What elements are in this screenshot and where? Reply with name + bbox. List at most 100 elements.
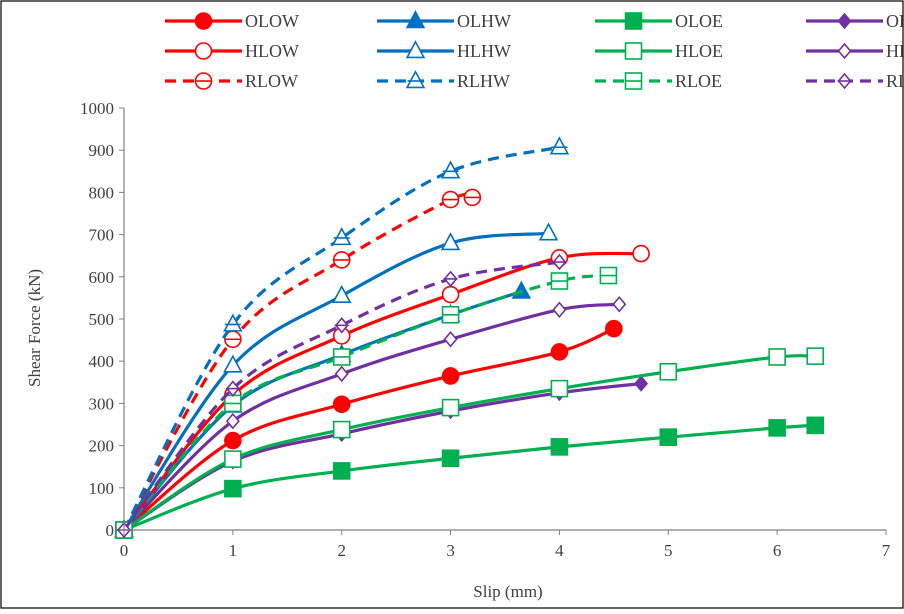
- x-tick-label: 1: [229, 541, 238, 560]
- x-tick-label: 4: [555, 541, 564, 560]
- legend-item: RLHW: [377, 70, 510, 91]
- data-point: [334, 365, 349, 383]
- data-point: [659, 428, 678, 446]
- plot-layer: [114, 136, 825, 539]
- legend-marker: [624, 12, 643, 30]
- data-point: [550, 438, 569, 456]
- axis-layer: 0 100 200 300 400 500 600 700 800 900 1000 0 1 2 3 4 5 6 7: [80, 99, 891, 560]
- data-point: [223, 313, 243, 332]
- legend-item: OLOW: [165, 11, 299, 31]
- legend-item: HLHW: [377, 40, 511, 61]
- series-line-rloe: [122, 273, 609, 532]
- legend-marker: [194, 42, 213, 60]
- legend: OLOW OLHW OLOE OLHE HLOW HLHW HLOE HLHE RLOW RLHW…: [165, 10, 904, 91]
- series-line-rlow: [122, 192, 473, 531]
- legend-label: OLHE: [886, 11, 904, 31]
- data-point: [768, 348, 786, 366]
- data-point: [806, 347, 825, 365]
- legend-marker: [405, 10, 426, 29]
- legend-item: HLHE: [806, 41, 904, 61]
- data-point: [332, 420, 351, 439]
- data-point: [441, 285, 460, 304]
- data-point: [441, 449, 460, 468]
- data-point: [441, 398, 460, 417]
- series-line-hlhw: [122, 231, 549, 531]
- series-hloe: [115, 347, 825, 539]
- y-tick-label: 500: [89, 310, 115, 329]
- legend-marker: [405, 40, 426, 59]
- data-point: [332, 395, 351, 414]
- data-point: [549, 136, 570, 155]
- legend-label: HLHW: [457, 41, 511, 61]
- data-point: [806, 416, 825, 435]
- series-line-rlhw: [122, 145, 560, 531]
- legend-item: RLOE: [595, 71, 722, 91]
- legend-label: RLHE: [886, 71, 904, 91]
- y-tick-label: 400: [89, 352, 115, 371]
- y-tick-label: 200: [89, 437, 115, 456]
- data-point: [331, 227, 352, 246]
- data-point: [634, 375, 649, 392]
- legend-label: HLOW: [245, 41, 299, 61]
- y-tick-label: 800: [89, 183, 115, 202]
- y-tick-label: 1000: [80, 99, 114, 118]
- legend-label: RLHW: [457, 71, 510, 91]
- x-tick-label: 5: [664, 541, 673, 560]
- y-tick-label: 100: [89, 479, 115, 498]
- y-tick-label: 700: [89, 226, 115, 245]
- legend-label: OLHW: [457, 11, 511, 31]
- data-point: [612, 295, 627, 313]
- legend-item: RLHE: [806, 71, 904, 91]
- legend-label: HLOE: [675, 41, 723, 61]
- legend-item: OLHE: [806, 11, 904, 31]
- legend-label: OLOW: [245, 11, 299, 31]
- data-point: [223, 354, 243, 373]
- series-olow: [115, 319, 623, 539]
- x-axis-title: Slip (mm): [473, 582, 542, 601]
- data-point: [224, 431, 242, 450]
- x-tick-label: 3: [446, 541, 455, 560]
- data-point: [443, 331, 458, 348]
- data-point: [659, 362, 678, 381]
- data-point: [550, 343, 569, 361]
- data-point: [441, 367, 460, 385]
- data-point: [550, 379, 569, 398]
- legend-item: HLOE: [595, 41, 723, 61]
- legend-label: HLHE: [886, 41, 904, 61]
- legend-label: OLOE: [675, 11, 723, 31]
- legend-item: HLOW: [165, 41, 299, 61]
- legend-marker: [194, 12, 213, 30]
- legend-marker: [837, 12, 852, 30]
- y-tick-label: 300: [89, 394, 115, 413]
- data-point: [768, 419, 786, 437]
- data-point: [538, 222, 559, 241]
- data-point: [224, 479, 242, 498]
- data-point: [331, 284, 352, 303]
- series-line-rlhe: [122, 260, 560, 531]
- legend-marker: [405, 70, 426, 89]
- x-tick-label: 7: [882, 541, 891, 560]
- x-tick-label: 0: [120, 541, 129, 560]
- data-point: [225, 412, 240, 430]
- x-tick-label: 6: [773, 541, 782, 560]
- legend-item: OLOE: [595, 11, 723, 31]
- legend-label: RLOE: [675, 71, 722, 91]
- legend-label: RLOW: [245, 71, 298, 91]
- legend-marker: [837, 42, 852, 60]
- legend-item: OLHW: [377, 10, 511, 31]
- data-point: [332, 462, 351, 480]
- data-point: [632, 244, 650, 263]
- data-point: [440, 160, 461, 179]
- x-tick-label: 2: [337, 541, 346, 560]
- legend-marker: [624, 42, 643, 60]
- y-axis-title: Shear Force (kN): [25, 269, 44, 387]
- y-tick-label: 0: [106, 521, 115, 540]
- data-point: [440, 232, 461, 251]
- series-rlhe: [117, 253, 567, 539]
- y-tick-label: 900: [89, 141, 115, 160]
- legend-item: RLOW: [165, 71, 298, 91]
- data-point: [552, 301, 567, 318]
- data-point: [224, 450, 242, 468]
